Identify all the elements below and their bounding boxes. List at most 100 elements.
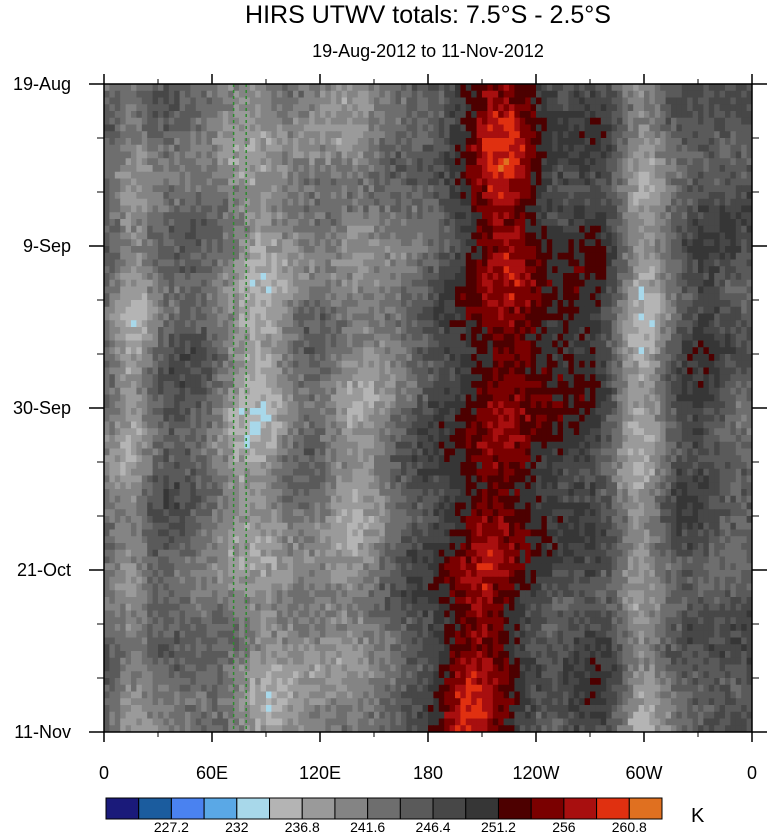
heatmap-cell [158,279,164,288]
heatmap-cell [584,279,591,288]
heatmap-cell [546,84,553,92]
heatmap-cell [287,198,294,207]
heatmap-cell [352,138,359,146]
heatmap-cell [303,205,310,213]
heatmap-cell [590,354,596,362]
heatmap-cell [195,313,202,321]
heatmap-cell [541,171,548,180]
heatmap-cell [239,252,245,261]
heatmap-cell [309,205,316,213]
heatmap-cell [352,225,359,234]
heatmap-cell [320,232,326,240]
heatmap-cell [266,239,272,247]
heatmap-cell [206,97,213,105]
heatmap-cell [109,259,116,267]
heatmap-cell [320,165,326,173]
heatmap-cell [190,340,197,348]
heatmap-cell [239,212,245,220]
heatmap-cell [347,246,353,254]
heatmap-cell [719,212,726,220]
heatmap-cell [395,340,402,348]
heatmap-cell [627,266,634,274]
heatmap-cell [314,212,321,220]
heatmap-cell [266,300,272,308]
heatmap-cell [341,273,348,281]
heatmap-cell [509,97,515,105]
heatmap-cell [719,158,726,166]
heatmap-cell [746,138,752,146]
heatmap-cell [260,171,267,180]
heatmap-cell [503,144,510,153]
heatmap-cell [174,165,181,173]
heatmap-cell [455,266,461,274]
heatmap-cell [168,225,175,234]
heatmap-cell [660,286,667,294]
heatmap-cell [363,225,370,234]
heatmap-cell [654,131,661,139]
heatmap-cell [730,219,737,227]
heatmap-cell [379,340,386,348]
heatmap-cell [595,124,602,132]
heatmap-cell [201,219,208,227]
heatmap-cell [579,300,586,308]
heatmap-cell [671,192,677,200]
heatmap-cell [681,84,688,92]
heatmap-cell [438,178,445,186]
heatmap-cell [638,313,645,321]
heatmap-cell [303,293,310,301]
heatmap-cell [158,144,164,153]
heatmap-cell [611,232,618,240]
heatmap-cell [168,151,175,159]
heatmap-cell [417,111,424,119]
heatmap-cell [282,144,289,153]
heatmap-cell [152,111,159,119]
heatmap-cell [185,239,191,247]
heatmap-cell [525,131,532,139]
heatmap-cell [374,97,380,105]
heatmap-cell [622,273,629,281]
heatmap-cell [379,225,386,234]
heatmap-cell [314,266,321,274]
heatmap-cell [482,340,488,348]
heatmap-cell [611,198,618,207]
heatmap-cell [703,279,710,288]
heatmap-cell [422,151,429,159]
heatmap-cell [260,97,267,105]
heatmap-cell [379,205,386,213]
heatmap-cell [627,239,634,247]
heatmap-cell [509,239,515,247]
heatmap-cell [163,212,170,220]
heatmap-cell [131,165,137,173]
heatmap-cell [260,198,267,207]
heatmap-cell [568,340,575,348]
heatmap-cell [217,192,224,200]
heatmap-cell [298,90,305,99]
heatmap-cell [476,347,483,355]
heatmap-cell [660,192,667,200]
heatmap-cell [244,333,251,342]
heatmap-cell [125,246,132,254]
heatmap-cell [163,131,170,139]
heatmap-cell [357,219,364,227]
heatmap-cell [298,178,305,186]
heatmap-cell [525,266,532,274]
heatmap-cell [347,354,353,362]
heatmap-cell [708,151,715,159]
heatmap-cell [357,273,364,281]
heatmap-cell [390,246,397,254]
heatmap-cell [509,232,515,240]
heatmap-cell [687,327,694,335]
heatmap-cell [174,111,181,119]
heatmap-cell [217,131,224,139]
heatmap-cell [449,225,456,234]
heatmap-cell [136,178,143,186]
heatmap-cell [266,360,272,369]
heatmap-cell [498,239,505,247]
heatmap-cell [147,333,154,342]
heatmap-cell [368,273,375,281]
heatmap-field [104,84,752,732]
heatmap-cell [411,117,418,126]
heatmap-cell [174,354,181,362]
heatmap-cell [671,131,677,139]
heatmap-cell [303,300,310,308]
